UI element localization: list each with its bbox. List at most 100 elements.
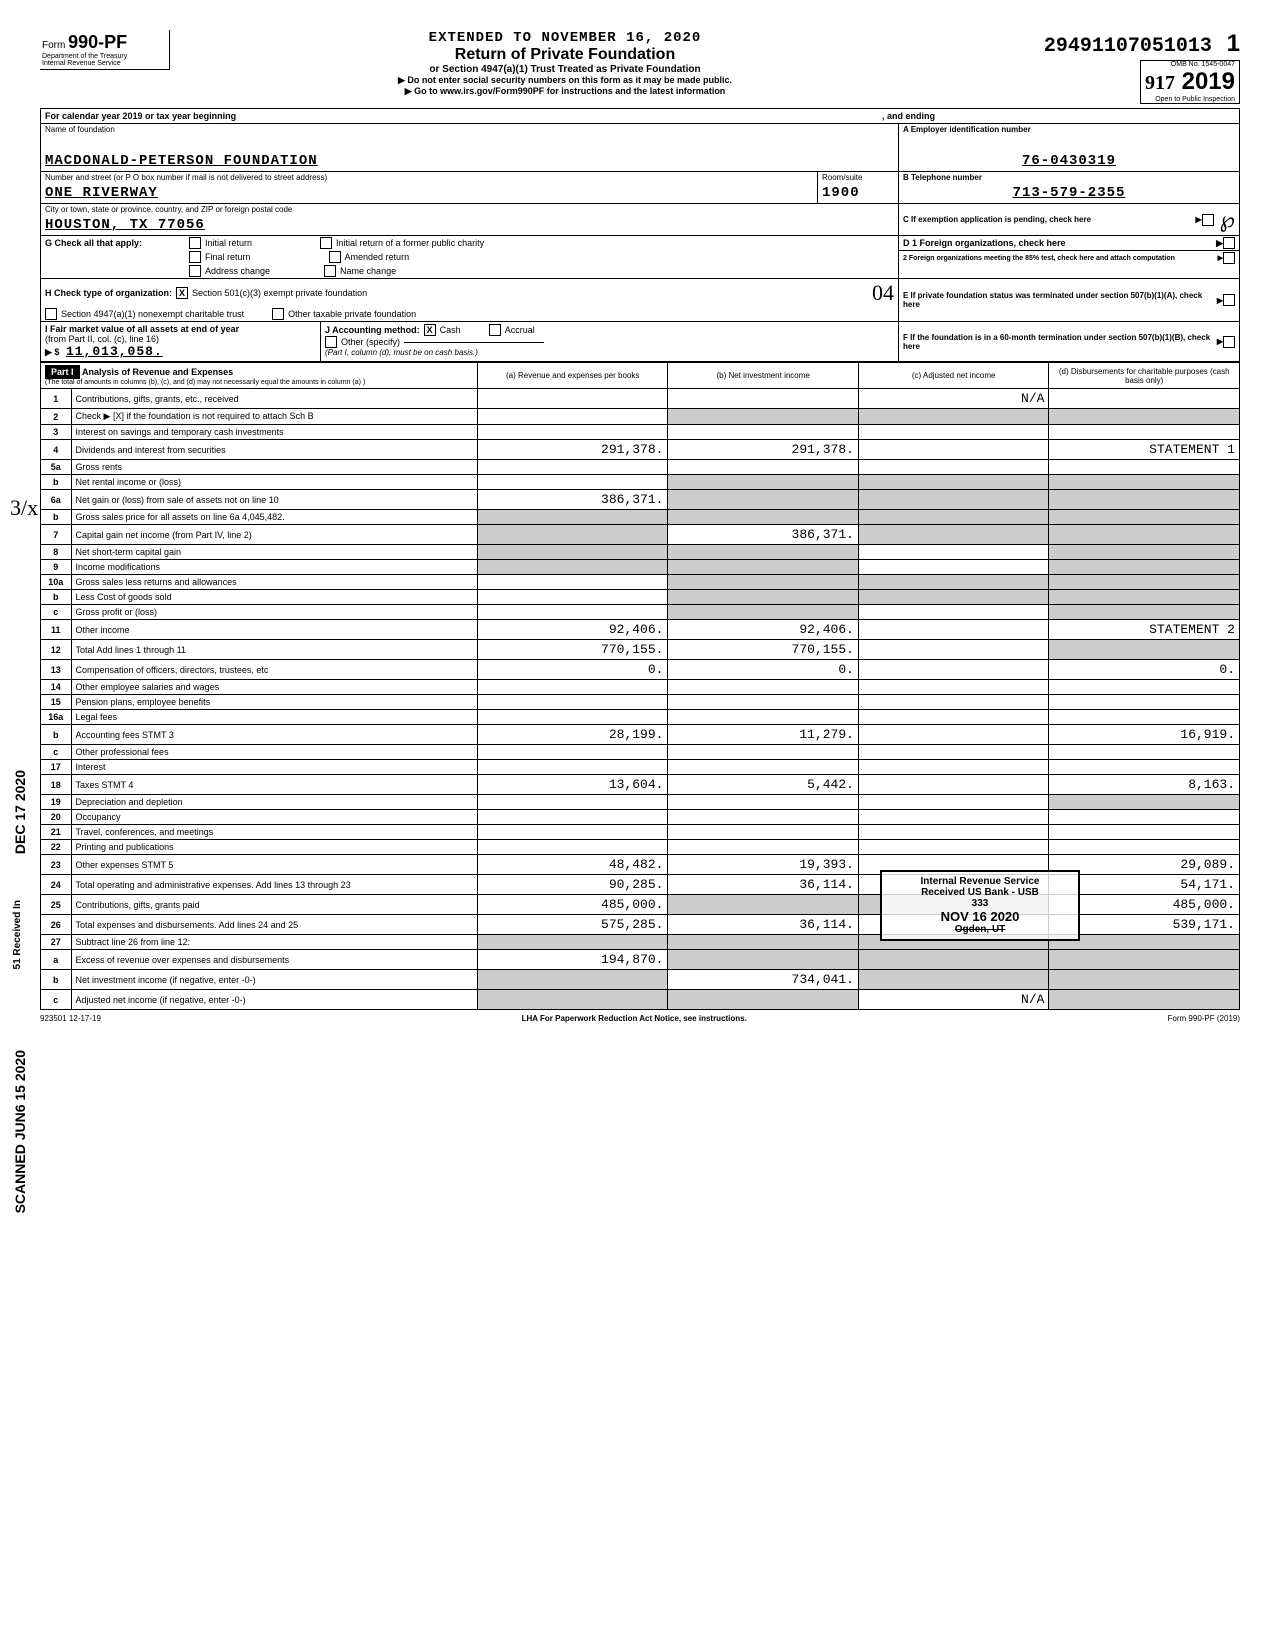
amount-cell	[668, 409, 859, 425]
section-i-j-f: I Fair market value of all assets at end…	[40, 322, 1240, 362]
row-number: 12	[41, 640, 72, 660]
j-other-label: Other (specify)	[341, 337, 400, 347]
row-number: 9	[41, 560, 72, 575]
row-number: 10a	[41, 575, 72, 590]
i-label: I Fair market value of all assets at end…	[45, 324, 239, 334]
row-desc: Taxes STMT 4	[71, 775, 477, 795]
amount-cell	[668, 425, 859, 440]
amount-cell	[477, 475, 668, 490]
name-change-label: Name change	[340, 266, 396, 276]
amount-cell	[1049, 460, 1240, 475]
room-value: 1900	[818, 183, 898, 203]
amount-cell	[668, 745, 859, 760]
amount-cell	[858, 760, 1049, 775]
table-row: 11Other income92,406.92,406.STATEMENT 2	[41, 620, 1240, 640]
amount-cell: 5,442.	[668, 775, 859, 795]
amount-cell: STATEMENT 1	[1049, 440, 1240, 460]
d2-checkbox[interactable]	[1223, 252, 1235, 264]
irs-text: Internal Revenue Service	[42, 60, 161, 67]
e-checkbox[interactable]	[1223, 294, 1235, 306]
table-row: 18Taxes STMT 413,604.5,442.8,163.	[41, 775, 1240, 795]
amount-cell	[858, 475, 1049, 490]
amount-cell	[858, 725, 1049, 745]
row-desc: Less Cost of goods sold	[71, 590, 477, 605]
amount-cell	[858, 560, 1049, 575]
form-prefix: Form	[42, 40, 65, 51]
amount-cell	[1049, 560, 1240, 575]
row-number: 23	[41, 855, 72, 875]
row-desc: Total Add lines 1 through 11	[71, 640, 477, 660]
amended-return-checkbox[interactable]	[329, 251, 341, 263]
pending-checkbox[interactable]	[1202, 214, 1214, 226]
table-row: 19Depreciation and depletion	[41, 795, 1240, 810]
i-arrow: ▶ $	[45, 347, 59, 357]
row-number: 25	[41, 895, 72, 915]
amount-cell	[477, 810, 668, 825]
row-desc: Adjusted net income (if negative, enter …	[71, 990, 477, 1010]
table-row: bNet rental income or (loss)	[41, 475, 1240, 490]
address-phone-block: Number and street (or P O box number if …	[40, 172, 1240, 204]
row-number: 16a	[41, 710, 72, 725]
row-number: 3	[41, 425, 72, 440]
amount-cell	[668, 389, 859, 409]
table-row: 15Pension plans, employee benefits	[41, 695, 1240, 710]
amount-cell	[858, 425, 1049, 440]
amount-cell	[1049, 605, 1240, 620]
dec-stamp: DEC 17 2020	[12, 770, 28, 854]
j-note: (Part I, column (d), must be on cash bas…	[325, 348, 894, 357]
d1-checkbox[interactable]	[1223, 237, 1235, 249]
table-row: 8Net short-term capital gain	[41, 545, 1240, 560]
amount-cell	[1049, 990, 1240, 1010]
e-label: E If private foundation status was termi…	[903, 291, 1217, 309]
amount-cell	[858, 710, 1049, 725]
h-501c3-checkbox[interactable]: X	[176, 287, 188, 299]
amount-cell: 291,378.	[477, 440, 668, 460]
margin-note: 3/x	[10, 495, 38, 521]
h-other-checkbox[interactable]	[272, 308, 284, 320]
name-change-checkbox[interactable]	[324, 265, 336, 277]
final-return-checkbox[interactable]	[189, 251, 201, 263]
f-checkbox[interactable]	[1223, 336, 1235, 348]
amount-cell: 28,199.	[477, 725, 668, 745]
amount-cell	[858, 605, 1049, 620]
amount-cell	[668, 710, 859, 725]
name-ein-block: Name of foundation MACDONALD-PETERSON FO…	[40, 124, 1240, 172]
amount-cell: 36,114.	[668, 915, 859, 935]
j-cash-checkbox[interactable]: X	[424, 324, 436, 336]
amount-cell	[477, 795, 668, 810]
initial-former-checkbox[interactable]	[320, 237, 332, 249]
initial-mark: ℘	[1220, 207, 1235, 233]
amount-cell	[668, 560, 859, 575]
amount-cell	[477, 710, 668, 725]
row-desc: Excess of revenue over expenses and disb…	[71, 950, 477, 970]
amount-cell: 90,285.	[477, 875, 668, 895]
table-row: 13Compensation of officers, directors, t…	[41, 660, 1240, 680]
h-4947-checkbox[interactable]	[45, 308, 57, 320]
amount-cell: 0.	[668, 660, 859, 680]
arrow-icon: ▶	[1216, 238, 1223, 249]
amount-cell	[858, 795, 1049, 810]
scanned-stamp: SCANNED JUN6 15 2020	[12, 1050, 28, 1213]
d2-label: 2 Foreign organizations meeting the 85% …	[903, 255, 1218, 262]
row-desc: Capital gain net income (from Part IV, l…	[71, 525, 477, 545]
initial-return-checkbox[interactable]	[189, 237, 201, 249]
address-change-checkbox[interactable]	[189, 265, 201, 277]
amount-cell	[858, 640, 1049, 660]
table-row: aExcess of revenue over expenses and dis…	[41, 950, 1240, 970]
name-label: Name of foundation	[41, 124, 898, 135]
amount-cell	[858, 575, 1049, 590]
amount-cell	[1049, 825, 1240, 840]
j-accrual-checkbox[interactable]	[489, 324, 501, 336]
amount-cell	[1049, 840, 1240, 855]
amount-cell	[858, 825, 1049, 840]
j-other-checkbox[interactable]	[325, 336, 337, 348]
extended-date: EXTENDED TO NOVEMBER 16, 2020	[180, 30, 950, 46]
amount-cell: 291,378.	[668, 440, 859, 460]
row-desc: Other professional fees	[71, 745, 477, 760]
amount-cell	[668, 795, 859, 810]
amount-cell: 0.	[477, 660, 668, 680]
table-row: bNet investment income (if negative, ent…	[41, 970, 1240, 990]
row-number: 18	[41, 775, 72, 795]
amount-cell	[1049, 545, 1240, 560]
amount-cell	[668, 460, 859, 475]
